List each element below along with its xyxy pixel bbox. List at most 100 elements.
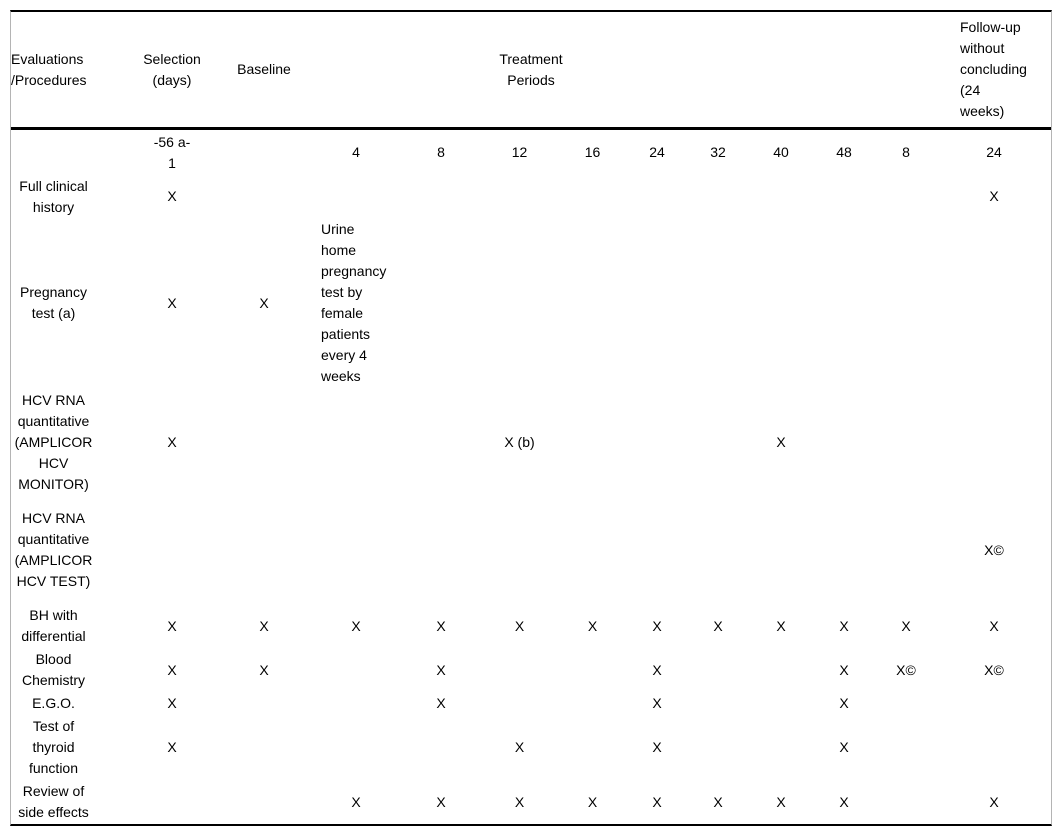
table-row-hcv-rna-test: HCV RNA quantitative (AMPLICOR HCV TEST)…: [11, 496, 1051, 604]
mark-cell: X©: [984, 541, 1004, 558]
header-followup-label: Follow-up without concluding (24 weeks): [960, 19, 1027, 119]
header-treatment-periods: Treatment Periods: [311, 12, 875, 130]
row-label: Test of thyroid function: [28, 717, 79, 776]
mark-cell: [687, 648, 749, 692]
mark-cell: [687, 692, 749, 714]
mark-cell: X: [652, 738, 662, 755]
mark-cell: [401, 714, 481, 780]
header-followup-week8-spacer: [875, 12, 937, 130]
mark-cell: [481, 218, 558, 388]
row-label: Review of side effects: [18, 783, 89, 820]
mark-cell: X: [259, 617, 269, 634]
mark-cell: [558, 714, 627, 780]
subheader-selection-days-range: -56 a- 1: [127, 129, 217, 176]
mark-cell: [558, 692, 627, 714]
mark-cell: X©: [984, 661, 1004, 678]
mark-cell: [401, 496, 481, 604]
table-row-blood-chemistry: Blood Chemistry X X X X X X© X©: [11, 648, 1051, 692]
mark-cell: X: [167, 617, 177, 634]
mark-cell: X: [652, 617, 662, 634]
mark-cell: [217, 388, 311, 496]
mark-cell: [217, 175, 311, 218]
mark-cell: X: [713, 793, 723, 810]
mark-cell: [687, 218, 749, 388]
mark-cell: X: [436, 694, 446, 711]
subheader-week-8: 8: [437, 144, 445, 160]
row-label: HCV RNA quantitative (AMPLICOR HCV TEST): [14, 510, 93, 589]
mark-cell: [813, 496, 875, 604]
mark-cell: X: [652, 694, 662, 711]
mark-cell: [401, 218, 481, 388]
mark-cell: [937, 692, 1051, 714]
mark-cell: [627, 218, 687, 388]
subheader-baseline-spacer: [217, 129, 311, 176]
mark-cell: X: [776, 617, 786, 634]
table-row-side-effects: Review of side effects X X X X X X X X X: [11, 780, 1051, 824]
mark-cell: X: [259, 661, 269, 678]
mark-cell: [401, 388, 481, 496]
subheader-week-24: 24: [649, 144, 665, 160]
mark-cell: X: [167, 433, 177, 450]
row-label: BH with differential: [21, 607, 86, 644]
subheader-week-48: 48: [836, 144, 852, 160]
row-label: HCV RNA quantitative (AMPLICOR HCV MONIT…: [14, 391, 93, 492]
table-row-hcv-rna-monitor: HCV RNA quantitative (AMPLICOR HCV MONIT…: [11, 388, 1051, 496]
mark-cell: X: [587, 617, 598, 634]
mark-cell: [749, 692, 813, 714]
row-label: E.G.O.: [32, 694, 75, 711]
mark-cell: [127, 780, 217, 824]
mark-cell: [627, 496, 687, 604]
mark-cell: [687, 388, 749, 496]
mark-cell: X: [652, 793, 662, 810]
mark-cell: X: [514, 617, 525, 634]
mark-cell: [481, 496, 558, 604]
mark-cell: [627, 388, 687, 496]
subheader-procedures-spacer: [11, 129, 127, 176]
mark-cell: X: [167, 694, 177, 711]
table-row-bh-differential: BH with differential X X X X X X X X X X…: [11, 604, 1051, 648]
mark-cell: [558, 388, 627, 496]
mark-cell: X: [514, 738, 525, 755]
mark-cell: X: [989, 188, 999, 204]
mark-cell: [687, 496, 749, 604]
mark-cell: [875, 388, 937, 496]
mark-cell: X: [989, 793, 999, 810]
pregnancy-test-note: Urine home pregnancy test by female pati…: [321, 221, 387, 384]
row-label: Full clinical history: [19, 177, 88, 215]
mark-cell: [481, 648, 558, 692]
mark-cell: X: [351, 617, 361, 634]
mark-cell: [401, 175, 481, 218]
mark-cell: [481, 175, 558, 218]
subheader-week-32: 32: [710, 144, 726, 160]
mark-cell: [311, 648, 401, 692]
mark-cell: [749, 218, 813, 388]
mark-cell: X: [436, 661, 446, 678]
mark-cell: [749, 496, 813, 604]
subheader-selection-days-range-label: -56 a- 1: [153, 133, 191, 171]
mark-cell: X: [587, 793, 598, 810]
mark-cell: X: [776, 433, 786, 450]
subheader-week-12: 12: [511, 144, 528, 160]
mark-cell: [749, 175, 813, 218]
mark-cell: [875, 692, 937, 714]
mark-cell: X: [167, 188, 177, 204]
mark-cell: X: [839, 694, 849, 711]
mark-cell: [875, 496, 937, 604]
mark-cell: X: [436, 617, 446, 634]
mark-cell: X: [652, 661, 662, 678]
header-selection-days: Selection (days): [127, 12, 217, 130]
mark-cell: [311, 388, 401, 496]
mark-cell: X: [776, 793, 786, 810]
mark-cell: [937, 714, 1051, 780]
mark-cell: X: [167, 294, 177, 311]
mark-cell: [813, 218, 875, 388]
schedule-table-container: Evaluations /Procedures Selection (days)…: [10, 10, 1052, 826]
mark-cell: [687, 175, 749, 218]
mark-cell: [875, 175, 937, 218]
subheader-followup-week-8: 8: [902, 144, 910, 160]
header-selection-days-label: Selection (days): [143, 50, 201, 88]
mark-cell: X©: [896, 661, 916, 678]
mark-cell: [217, 692, 311, 714]
mark-cell: X: [167, 738, 177, 755]
mark-cell: [749, 648, 813, 692]
